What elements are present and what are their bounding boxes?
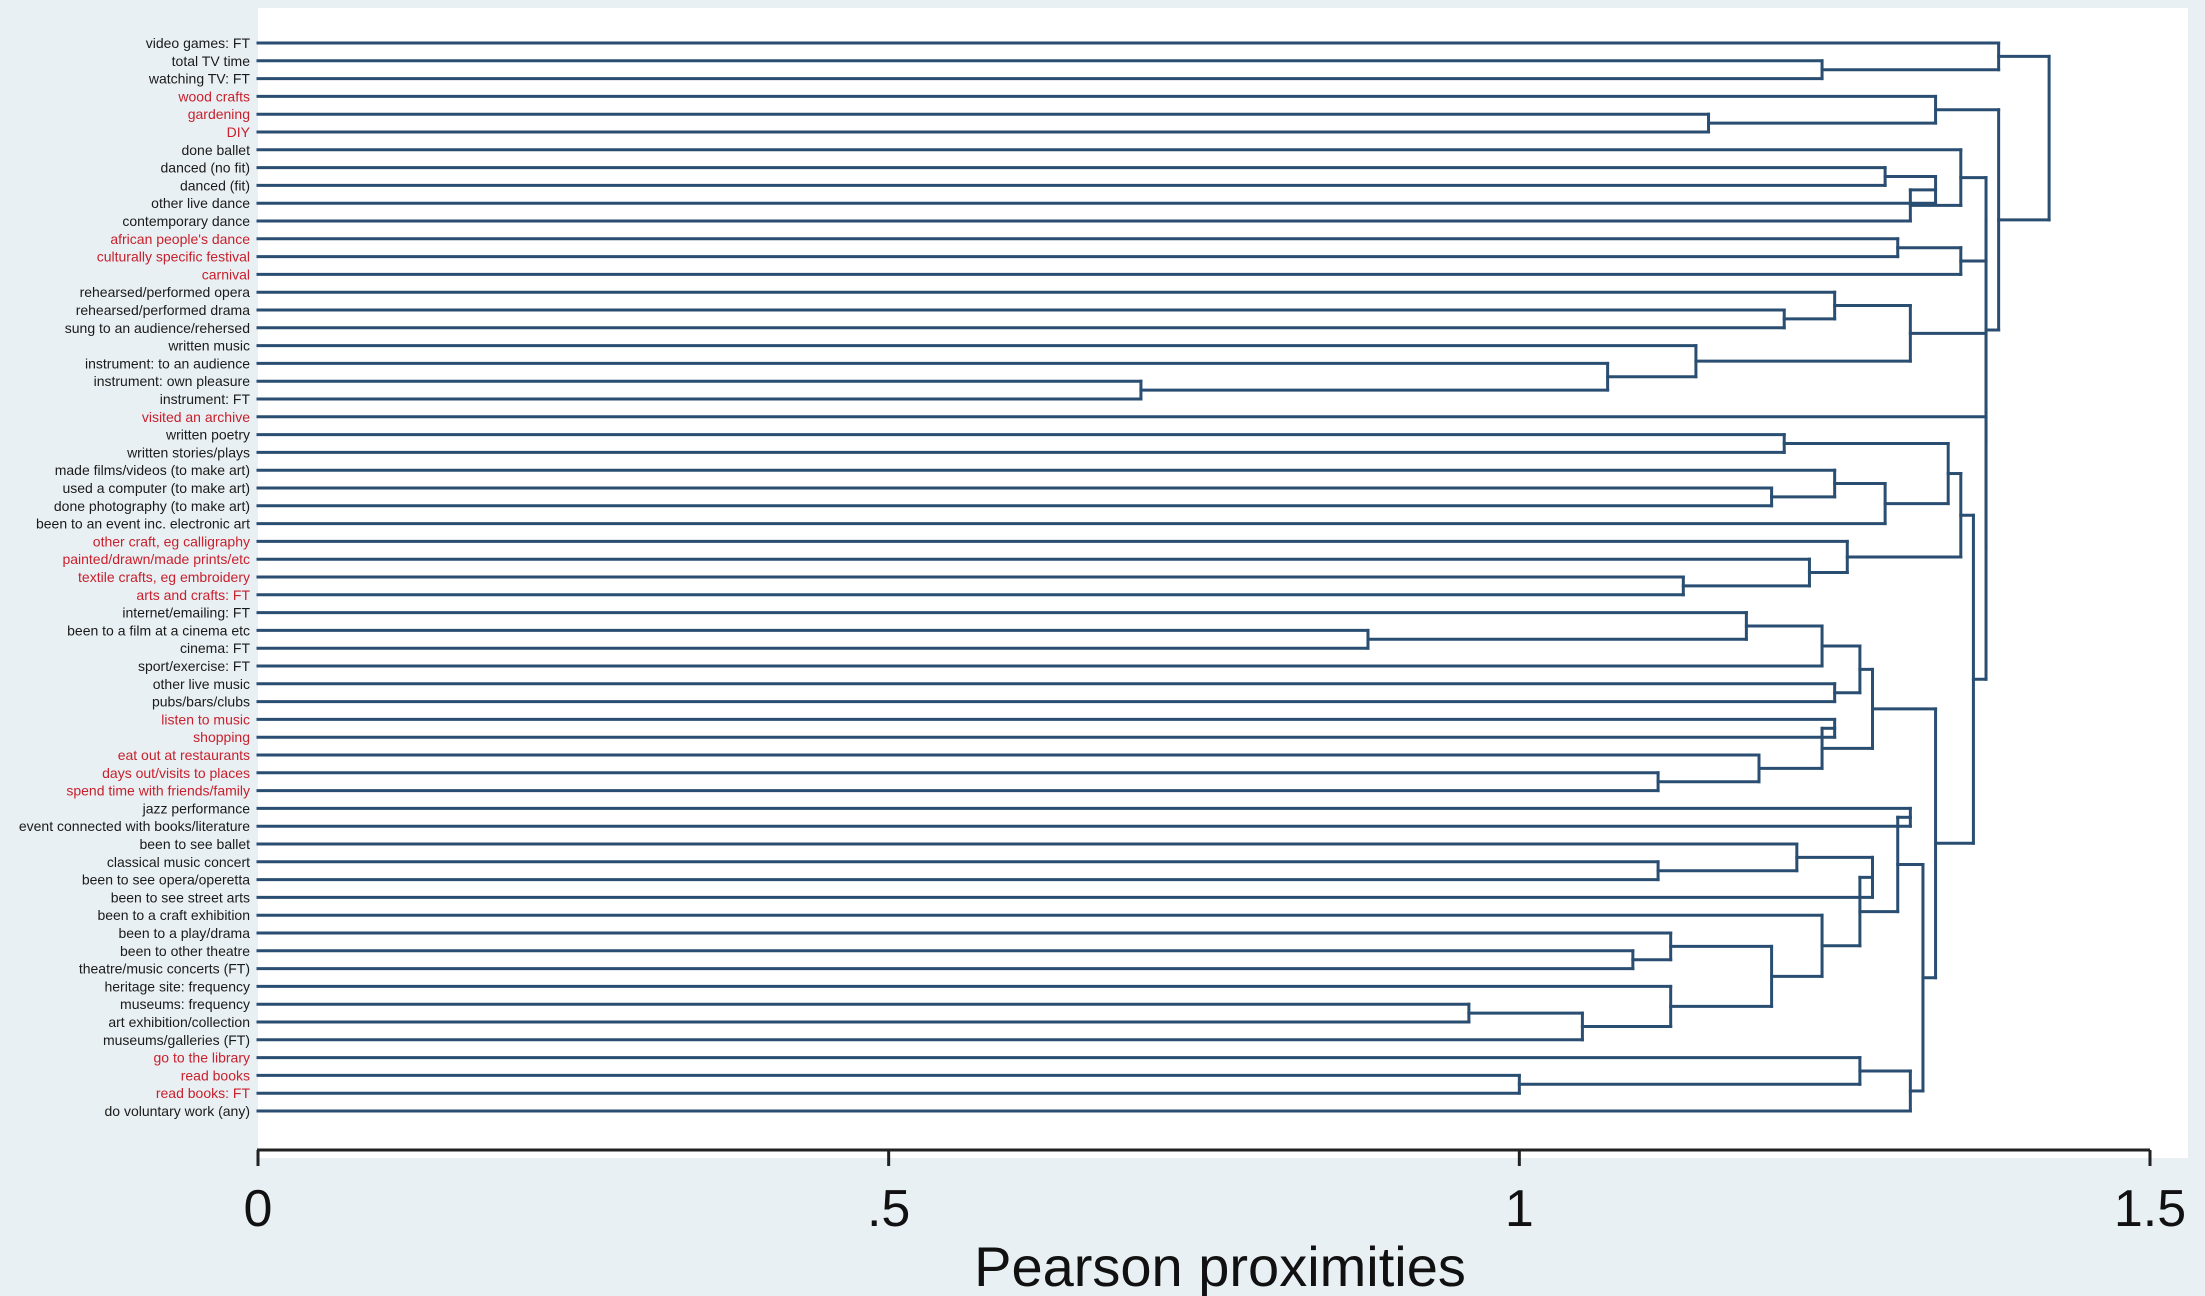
leaf-label: written music xyxy=(167,338,250,354)
leaf-label: instrument: own pleasure xyxy=(94,373,251,389)
leaf-label: read books: FT xyxy=(156,1085,251,1101)
leaf-label: museums/galleries (FT) xyxy=(103,1032,250,1048)
leaf-label: made films/videos (to make art) xyxy=(55,462,250,478)
leaf-label: museums: frequency xyxy=(120,996,250,1012)
leaf-label: spend time with friends/family xyxy=(66,783,250,799)
leaf-label: cinema: FT xyxy=(180,640,250,656)
leaf-label: contemporary dance xyxy=(122,213,250,229)
leaf-label: sung to an audience/rehersed xyxy=(65,320,250,336)
leaf-label: rehearsed/performed opera xyxy=(80,284,251,300)
leaf-label: go to the library xyxy=(154,1050,251,1066)
leaf-label: shopping xyxy=(193,729,250,745)
leaf-label: been to see street arts xyxy=(111,889,250,905)
leaf-label: african people's dance xyxy=(110,231,250,247)
leaf-label-group: video games: FT total TV time watching TV:… xyxy=(19,35,251,1119)
x-tick-label: 1 xyxy=(1505,1180,1534,1238)
plot-background xyxy=(258,8,2188,1158)
leaf-label: instrument: FT xyxy=(160,391,251,407)
leaf-label: wood crafts xyxy=(177,88,250,104)
leaf-label: carnival xyxy=(202,266,250,282)
leaf-label: danced (no fit) xyxy=(161,160,251,176)
leaf-label: been to a film at a cinema etc xyxy=(67,622,250,638)
leaf-label: been to other theatre xyxy=(120,943,250,959)
leaf-label: DIY xyxy=(227,124,251,140)
leaf-label: visited an archive xyxy=(142,409,250,425)
leaf-label: theatre/music concerts (FT) xyxy=(79,961,250,977)
leaf-label: been to see opera/operetta xyxy=(82,872,250,888)
x-axis-ticks: 0 .5 1 1.5 xyxy=(244,1150,2186,1238)
leaf-label: total TV time xyxy=(172,53,251,69)
leaf-label: heritage site: frequency xyxy=(104,978,250,994)
leaf-label: jazz performance xyxy=(142,800,251,816)
leaf-label: do voluntary work (any) xyxy=(104,1103,250,1119)
leaf-label: been to a craft exhibition xyxy=(97,907,250,923)
x-axis-title: Pearson proximities xyxy=(974,1235,1466,1296)
leaf-label: used a computer (to make art) xyxy=(62,480,250,496)
branch-group xyxy=(256,41,2051,1113)
leaf-label: read books xyxy=(181,1067,250,1083)
leaf-label: instrument: to an audience xyxy=(85,355,250,371)
leaf-label: been to see ballet xyxy=(139,836,250,852)
leaf-label: classical music concert xyxy=(107,854,250,870)
x-tick-label: 0 xyxy=(244,1180,273,1238)
leaf-label: textile crafts, eg embroidery xyxy=(78,569,250,585)
leaf-label: painted/drawn/made prints/etc xyxy=(62,551,250,567)
leaf-label: been to an event inc. electronic art xyxy=(36,516,250,532)
leaf-label: gardening xyxy=(188,106,250,122)
leaf-label: arts and crafts: FT xyxy=(136,587,250,603)
leaf-label: watching TV: FT xyxy=(148,71,251,87)
leaf-label: internet/emailing: FT xyxy=(122,605,250,621)
leaf-label: written poetry xyxy=(165,427,250,443)
leaf-label: sport/exercise: FT xyxy=(138,658,250,674)
x-tick-label: .5 xyxy=(867,1180,910,1238)
leaf-label: art exhibition/collection xyxy=(108,1014,250,1030)
leaf-label: eat out at restaurants xyxy=(118,747,250,763)
leaf-label: other live music xyxy=(153,676,250,692)
leaf-label: rehearsed/performed drama xyxy=(76,302,251,318)
leaf-label: days out/visits to places xyxy=(102,765,250,781)
leaf-label: been to a play/drama xyxy=(118,925,250,941)
x-tick-label: 1.5 xyxy=(2114,1180,2186,1238)
leaf-label: culturally specific festival xyxy=(97,249,250,265)
leaf-label: pubs/bars/clubs xyxy=(152,694,250,710)
leaf-label: written stories/plays xyxy=(126,444,250,460)
leaf-label: done photography (to make art) xyxy=(54,498,250,514)
leaf-label: listen to music xyxy=(161,711,250,727)
leaf-label: other live dance xyxy=(151,195,250,211)
leaf-label: done ballet xyxy=(181,142,250,158)
leaf-label: other craft, eg calligraphy xyxy=(93,533,250,549)
leaf-label: danced (fit) xyxy=(180,177,250,193)
leaf-label: event connected with books/literature xyxy=(19,818,250,834)
leaf-label: video games: FT xyxy=(146,35,251,51)
